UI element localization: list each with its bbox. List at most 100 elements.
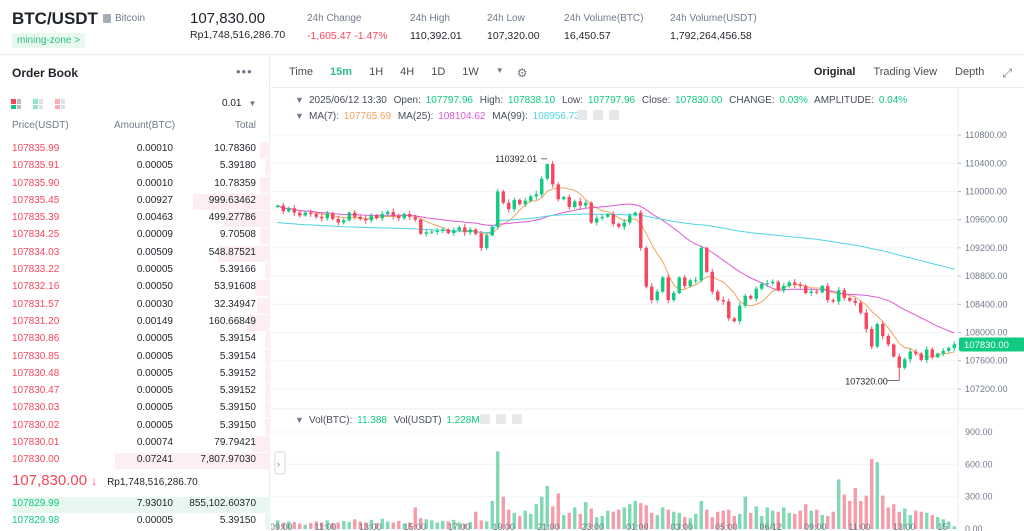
collapse-icon[interactable]: ▼ [295, 111, 304, 121]
bid-row[interactable]: 107829.99 7.93010 855,102.60370 [0, 496, 270, 513]
price-tick: 110000.00 [965, 186, 1007, 196]
candle-body [622, 222, 626, 227]
close-icon[interactable] [512, 414, 522, 424]
candlestick-chart[interactable]: ▼ 2025/06/12 13:30 Open: 107797.96 High:… [270, 88, 1024, 531]
last-price: 107,830.00 [190, 10, 266, 27]
row-amount: 0.00010 [136, 177, 173, 189]
market-header: BTC/USDT Bitcoin mining-zone > 107,830.0… [0, 0, 1024, 55]
ask-row[interactable]: 107830.00 0.07241 7,807.97030 [0, 452, 270, 470]
ask-row[interactable]: 107830.85 0.00005 5.39154 [0, 349, 270, 366]
ask-row[interactable]: 107831.57 0.00030 32.34947 [0, 297, 270, 314]
pair-title[interactable]: BTC/USDT [12, 9, 98, 28]
ma-99-line [277, 213, 955, 270]
ask-row[interactable]: 107830.02 0.00005 5.39150 [0, 418, 270, 435]
more-icon[interactable]: ••• [236, 64, 253, 79]
ask-row[interactable]: 107834.25 0.00009 9.70508 [0, 227, 270, 245]
row-total: 5.39180 [219, 160, 256, 172]
ask-row[interactable]: 107833.22 0.00005 5.39166 [0, 262, 270, 280]
row-amount: 0.00030 [136, 298, 173, 310]
mode-bids-icon[interactable] [33, 99, 43, 109]
expand-pane-handle[interactable] [274, 451, 286, 475]
ask-row[interactable]: 107835.90 0.00010 10.78359 [0, 176, 270, 193]
ask-row[interactable]: 107830.01 0.00074 79.79421 [0, 435, 270, 453]
document-icon [103, 14, 111, 23]
ask-row[interactable]: 107830.86 0.00005 5.39154 [0, 331, 270, 349]
ask-row[interactable]: 107831.20 0.00149 160.66849 [0, 314, 270, 331]
candle-body [644, 247, 648, 287]
ask-row[interactable]: 107835.91 0.00005 5.39180 [0, 158, 270, 176]
candle-body [793, 282, 797, 285]
volume-bar [380, 518, 384, 529]
ask-row[interactable]: 107832.16 0.00050 53.91608 [0, 279, 270, 297]
settings-icon[interactable] [593, 110, 603, 120]
ask-row[interactable]: 107835.45 0.00927 999.63462 [0, 193, 270, 210]
eye-icon[interactable] [577, 110, 587, 120]
candle-body [897, 356, 901, 368]
volume-bar [281, 522, 285, 529]
time-tick: 15:00 [404, 522, 427, 531]
tf-1h[interactable]: 1H [369, 66, 384, 78]
ask-row[interactable]: 107830.03 0.00005 5.39150 [0, 400, 270, 418]
view-original[interactable]: Original [813, 66, 856, 78]
collapse-icon[interactable]: ▼ [295, 415, 304, 425]
volume-tick: 300.00 [965, 492, 993, 502]
ask-row[interactable]: 107835.39 0.00463 499.27786 [0, 210, 270, 228]
volume-bar [628, 504, 632, 529]
ask-row[interactable]: 107830.48 0.00005 5.39152 [0, 366, 270, 383]
bid-row[interactable]: 107829.98 0.00005 5.39150 [0, 513, 270, 531]
view-depth[interactable]: Depth [955, 66, 985, 78]
candle-body [600, 216, 604, 219]
time-axis: 09:00 11:00 13:00 15:00 17:00 19:00 21:00 23:00… [270, 522, 948, 531]
gear-icon[interactable]: ⚙ [516, 66, 528, 80]
volume-bar [892, 504, 896, 529]
high-low-markers: 110392.01 107320.00 [495, 154, 900, 386]
row-amount: 7.93010 [136, 498, 173, 509]
candle-body [650, 286, 654, 301]
view-trading-view[interactable]: Trading View [873, 66, 938, 78]
expand-icon[interactable]: ⤢ [1002, 66, 1012, 80]
candle-body [655, 291, 659, 301]
chevron-right-icon[interactable]: › [277, 459, 280, 469]
ask-row[interactable]: 107830.47 0.00005 5.39152 [0, 383, 270, 401]
volume-bar [325, 520, 329, 529]
volume-bar [826, 516, 830, 529]
tf-15m[interactable]: 15m [330, 66, 353, 78]
volume-bar [501, 496, 505, 529]
volume-bar [589, 508, 593, 529]
volume-bar [573, 507, 577, 529]
candle-body [474, 229, 478, 234]
chevron-down-icon[interactable]: ▼ [495, 66, 504, 75]
volume-bar [809, 510, 813, 529]
mode-both-icon[interactable] [11, 99, 21, 109]
ohlc-line: 2025/06/12 13:30 Open: 107797.96 High: 1… [309, 95, 907, 106]
volume-bar [391, 522, 395, 529]
precision-select[interactable]: 0.01 ▼ [222, 98, 256, 109]
settings-icon[interactable] [496, 414, 506, 424]
volume-bar [430, 520, 434, 529]
tf-1d[interactable]: 1D [431, 66, 446, 78]
volume-bar [870, 458, 874, 529]
volume-bar [452, 519, 456, 529]
eye-icon[interactable] [480, 414, 490, 424]
volume-bar [402, 523, 406, 529]
collapse-icon[interactable]: ▼ [295, 95, 304, 105]
ask-row[interactable]: 107835.99 0.00010 10.78360 [0, 141, 270, 158]
volume-bar [424, 519, 428, 529]
candle-body [760, 283, 764, 289]
close-icon[interactable] [609, 110, 619, 120]
mining-zone-tag[interactable]: mining-zone > [12, 33, 86, 48]
tf-1w[interactable]: 1W [462, 66, 479, 78]
ask-row[interactable]: 107834.03 0.00509 548.87521 [0, 245, 270, 262]
mode-asks-icon[interactable] [55, 99, 65, 109]
candle-body [507, 202, 511, 210]
stat-value: 110,392.01 [410, 30, 462, 42]
candle-body [699, 247, 703, 281]
ma-line: MA(7): 107765.69 MA(25): 108104.62 MA(99… [309, 111, 580, 122]
tf-time[interactable]: Time [289, 66, 314, 78]
volume-bar [716, 511, 720, 529]
candle-body [749, 295, 753, 299]
time-tick: 13:00 [893, 522, 916, 531]
row-amount: 0.00005 [136, 385, 173, 397]
chart-area[interactable]: ▼ 2025/06/12 13:30 Open: 107797.96 High:… [270, 87, 1024, 531]
tf-4h[interactable]: 4H [400, 66, 415, 78]
